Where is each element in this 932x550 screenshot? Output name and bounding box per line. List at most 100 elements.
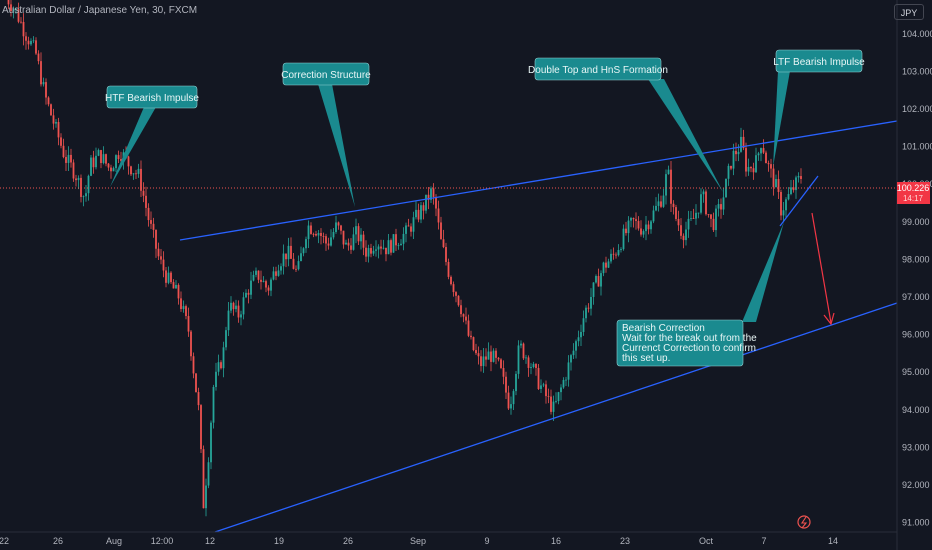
candle-body xyxy=(327,243,330,246)
candle-body xyxy=(112,168,115,172)
candle-body xyxy=(387,240,390,255)
candle-body xyxy=(737,151,740,155)
candle-body xyxy=(625,228,627,234)
candle-body xyxy=(237,305,240,318)
candle-body xyxy=(565,379,567,381)
candle-body xyxy=(362,234,365,248)
candle-body xyxy=(422,205,425,211)
candle-body xyxy=(10,4,12,11)
candle-body xyxy=(767,163,770,165)
candle-body xyxy=(412,217,415,232)
candle-body xyxy=(90,157,92,176)
price-tick-label: 103.000 xyxy=(902,66,932,76)
callout-bearish-correction[interactable]: Bearish Correction Wait for the break ou… xyxy=(616,222,784,367)
candle-body xyxy=(45,82,47,98)
callout-bearish-correction-line-2: Wait for the break out from the xyxy=(622,333,757,344)
projection-arrow[interactable] xyxy=(811,212,835,326)
candle-body xyxy=(460,305,462,315)
candle-body xyxy=(682,235,685,241)
candle-body xyxy=(702,191,705,195)
time-axis: 22 26 Aug 12:00 12 19 26 Sep 9 16 23 Oct 7 14 xyxy=(0,536,838,546)
candle-body xyxy=(260,279,262,282)
candle-body xyxy=(607,261,610,268)
candle-body xyxy=(457,295,460,306)
candle-body xyxy=(137,168,140,174)
candle-body xyxy=(107,163,110,168)
callout-htf[interactable]: HTF Bearish Impulse xyxy=(105,85,199,187)
price-tick-label: 99.000 xyxy=(902,217,930,227)
candle-body xyxy=(490,351,492,362)
lower-trendline[interactable] xyxy=(214,302,898,533)
candle-body xyxy=(777,179,780,192)
candle-body xyxy=(240,314,242,318)
candle-body xyxy=(270,279,272,291)
candle-body xyxy=(52,115,55,124)
candle-body xyxy=(285,253,287,260)
candle-body xyxy=(160,256,162,260)
candle-body xyxy=(197,392,200,406)
candle-body xyxy=(117,155,120,160)
candle-body xyxy=(157,248,160,257)
candle-body xyxy=(337,222,340,226)
candle-body xyxy=(547,396,550,397)
callout-correction[interactable]: Correction Structure xyxy=(281,62,371,207)
candle-body xyxy=(127,156,130,167)
callout-double-top[interactable]: Double Top and HnS Formation xyxy=(528,57,723,192)
candle-body xyxy=(272,271,275,280)
candle-body xyxy=(475,350,477,354)
candle-body xyxy=(217,362,220,372)
price-tag[interactable]: 100.226 14:17 xyxy=(897,182,930,204)
candle-body xyxy=(592,282,595,297)
candle-body xyxy=(175,284,177,289)
candle-body xyxy=(295,268,297,270)
candle-body xyxy=(165,270,167,283)
candle-body xyxy=(482,356,485,367)
candle-body xyxy=(15,8,17,10)
candle-body xyxy=(200,405,202,450)
candle-body xyxy=(32,40,35,42)
candle-body xyxy=(715,208,717,231)
candle-body xyxy=(257,270,260,280)
candle-body xyxy=(247,292,250,295)
candle-body xyxy=(790,187,792,195)
price-tick-label: 97.000 xyxy=(902,292,930,302)
candle-body xyxy=(417,209,420,220)
candle-body xyxy=(572,350,575,356)
candle-body xyxy=(650,221,652,230)
candle-body xyxy=(467,320,470,336)
candle-body xyxy=(610,253,612,262)
candle-body xyxy=(620,249,622,250)
candle-body xyxy=(480,356,482,367)
ltf-channel-line[interactable] xyxy=(779,175,819,227)
candle-body xyxy=(187,316,190,332)
candle-body xyxy=(62,145,65,158)
candle-body xyxy=(697,212,700,214)
candle-body xyxy=(472,337,475,351)
candle-body xyxy=(322,235,325,237)
candle-body xyxy=(312,233,315,235)
candle-body xyxy=(405,225,407,234)
callout-ltf[interactable]: LTF Bearish Impulse xyxy=(773,49,865,167)
candle-body xyxy=(307,225,310,240)
candle-body xyxy=(262,281,265,282)
candle-body xyxy=(215,371,217,388)
lightning-icon[interactable] xyxy=(797,515,811,529)
candle-body xyxy=(17,8,20,22)
currency-selector[interactable]: JPY xyxy=(894,4,924,20)
candle-body xyxy=(150,220,152,224)
candle-body xyxy=(430,188,432,200)
candle-body xyxy=(102,154,105,164)
candle-body xyxy=(757,153,760,156)
candle-body xyxy=(290,245,292,259)
candle-body xyxy=(72,162,75,179)
candle-body xyxy=(380,246,382,249)
candle-body xyxy=(80,177,82,197)
candle-body xyxy=(435,196,437,209)
callout-bearish-correction-line-3: Currenct Correction to confirm xyxy=(622,343,756,354)
time-tick-label: 19 xyxy=(274,536,284,546)
candle-body xyxy=(235,305,237,310)
candle-body xyxy=(20,21,22,23)
candle-body xyxy=(437,208,440,223)
candle-body xyxy=(462,314,465,317)
